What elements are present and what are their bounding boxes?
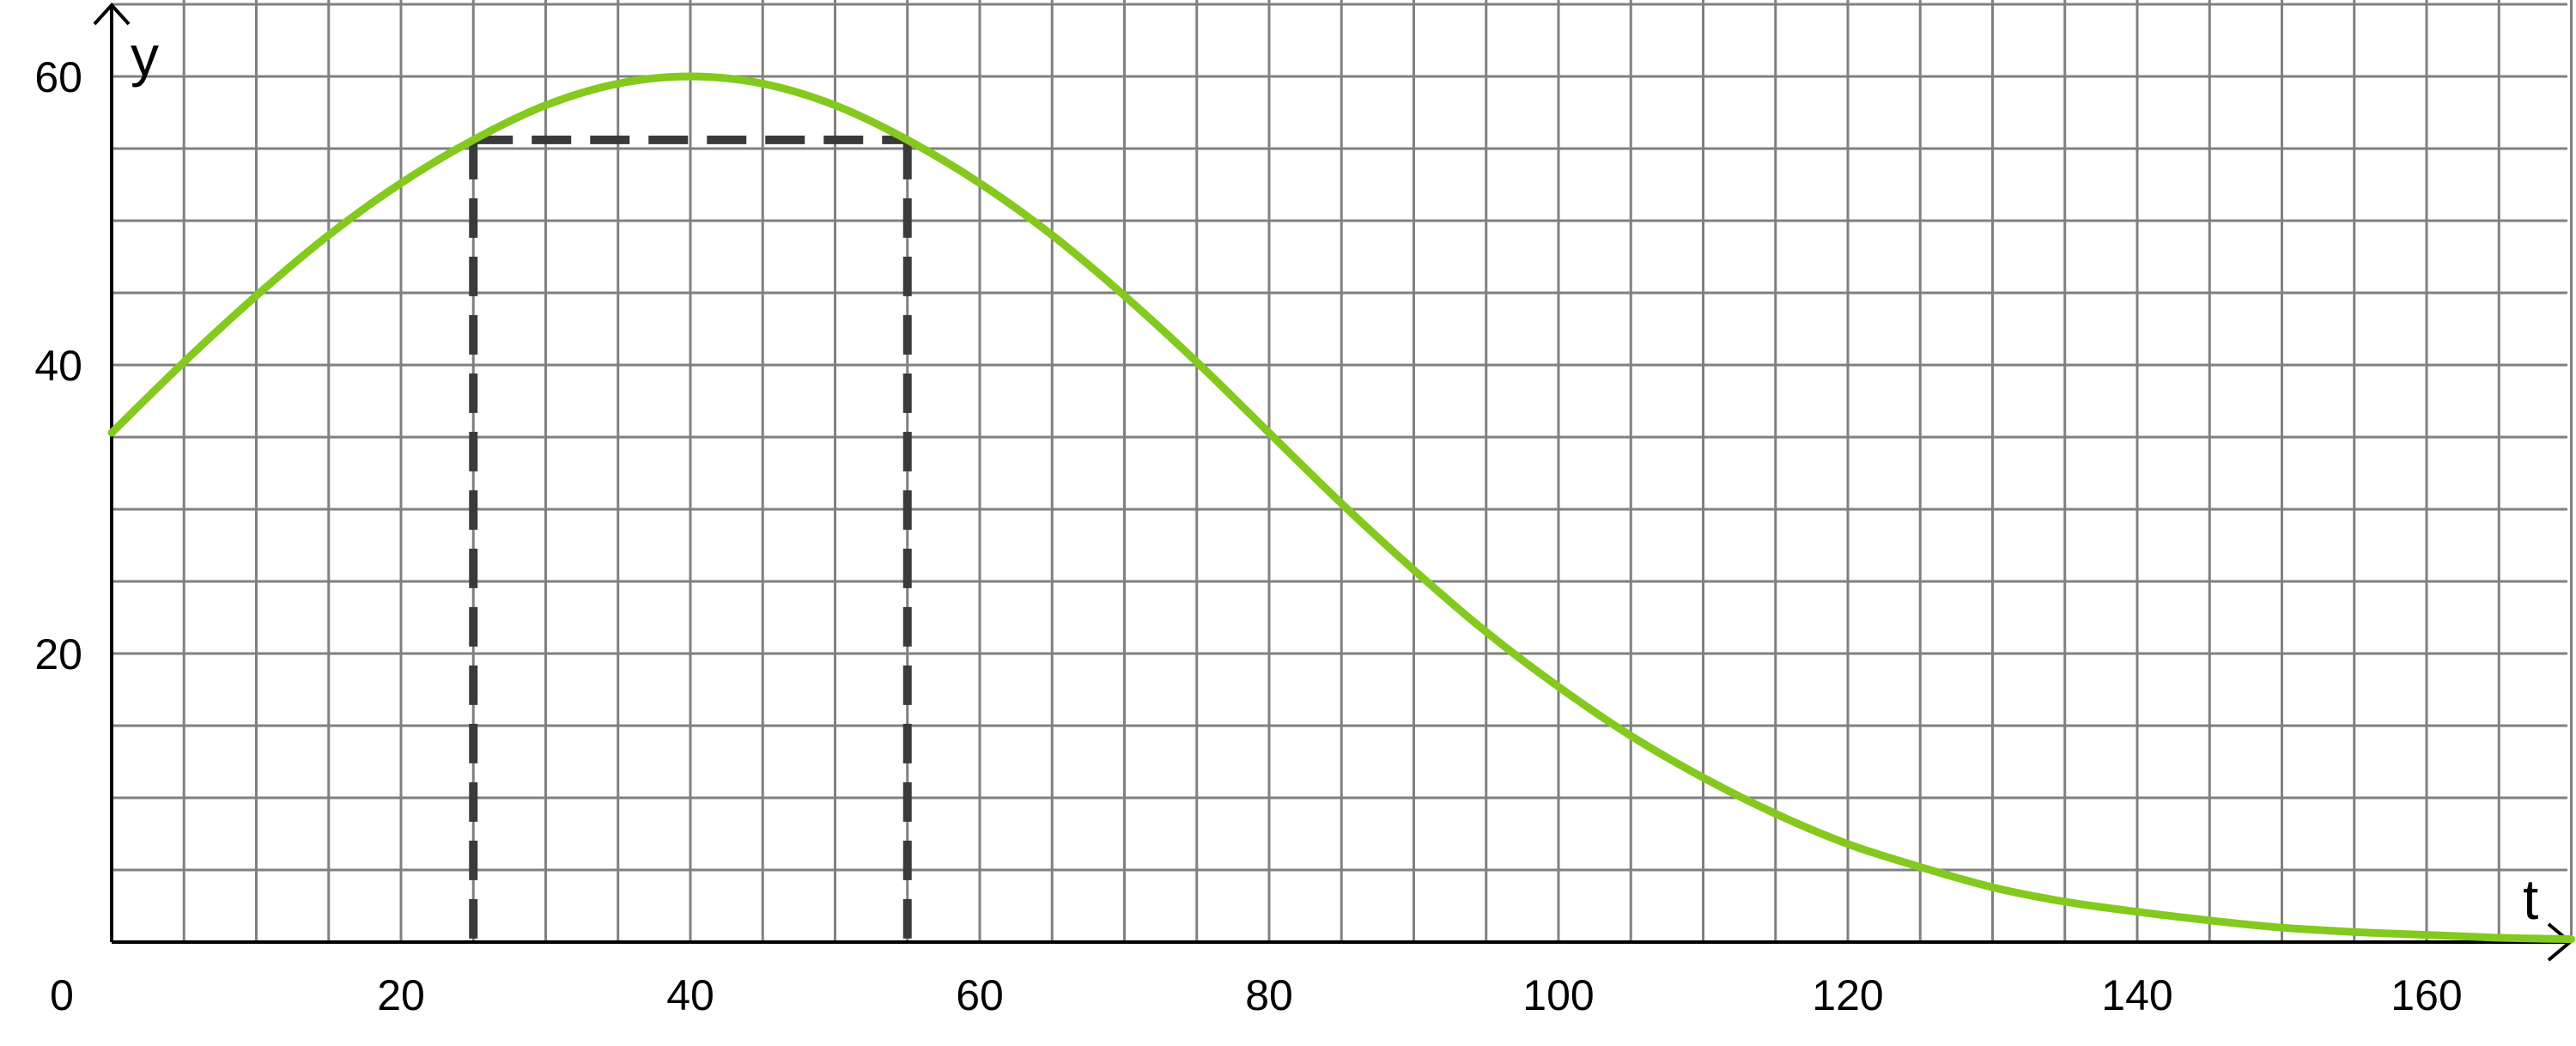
grid bbox=[112, 0, 2573, 942]
x-axis-label: t bbox=[2523, 867, 2538, 931]
x-tick-label: 120 bbox=[1812, 971, 1883, 1019]
x-tick-label: 40 bbox=[666, 971, 714, 1019]
x-tick-label: 20 bbox=[377, 971, 425, 1019]
y-tick-label: 40 bbox=[34, 342, 82, 390]
x-tick-label: 100 bbox=[1522, 971, 1594, 1019]
x-tick-label: 60 bbox=[956, 971, 1004, 1019]
y-tick-label: 60 bbox=[34, 53, 82, 101]
annotations bbox=[469, 135, 912, 942]
tick-labels: 0 20 40 60 80 100 120 140 160 20 40 60 bbox=[34, 53, 2462, 1019]
y-tick-label: 20 bbox=[34, 630, 82, 678]
y-axis-label: y bbox=[131, 24, 159, 88]
x-tick-label: 80 bbox=[1245, 971, 1293, 1019]
x-tick-label: 0 bbox=[50, 971, 74, 1019]
series-line bbox=[107, 72, 2575, 944]
x-tick-label: 160 bbox=[2391, 971, 2462, 1019]
x-tick-label: 140 bbox=[2101, 971, 2172, 1019]
axes bbox=[93, 3, 2573, 962]
y-axis-arrow bbox=[93, 3, 131, 26]
series bbox=[107, 72, 2575, 944]
